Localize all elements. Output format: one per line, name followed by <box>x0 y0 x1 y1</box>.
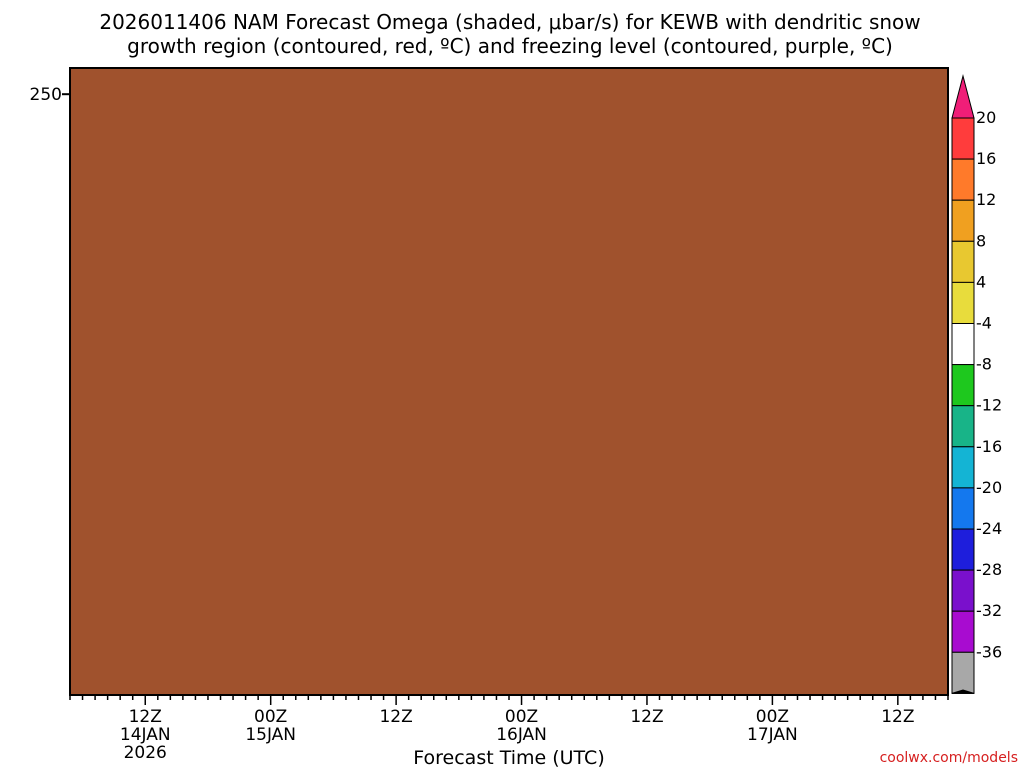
colorbar-label: 4 <box>976 272 986 291</box>
colorbar-swatch <box>951 487 975 530</box>
colorbar-swatch <box>951 528 975 571</box>
pressure-tick-label: 300 <box>30 0 62 1</box>
time-tick-label: 00Z <box>254 707 287 727</box>
time-tick-label: 15JAN <box>245 725 296 745</box>
x-axis-label: Forecast Time (UTC) <box>413 747 604 768</box>
plot-area <box>70 68 948 695</box>
colorbar-top-arrow <box>951 74 975 119</box>
colorbar-bottom-arrow <box>951 689 975 694</box>
colorbar-swatch <box>951 117 975 160</box>
time-tick-label: 17JAN <box>747 725 798 745</box>
colorbar-label: -12 <box>976 396 1002 415</box>
time-tick-label: 2026 <box>124 743 167 763</box>
time-tick-label: 00Z <box>505 707 538 727</box>
chart-title-line-1: 2026011406 NAM Forecast Omega (shaded, μ… <box>99 10 920 34</box>
colorbar-label: -8 <box>976 355 992 374</box>
time-tick-label: 00Z <box>756 707 789 727</box>
time-tick-label: 12Z <box>379 707 412 727</box>
colorbar-label: 12 <box>976 190 996 209</box>
pressure-axis: 2503003504004505005506006507007508008509… <box>30 0 70 105</box>
colorbar-label: -28 <box>976 560 1002 579</box>
colorbar-label: -16 <box>976 437 1002 456</box>
colorbar-label: 20 <box>976 108 996 127</box>
time-tick-label: 14JAN <box>120 725 171 745</box>
colorbar-label: -20 <box>976 478 1002 497</box>
colorbar: 20 16 12 8 4 -4 -8 -12 -16 -20 -24 -28 -32 -36 <box>951 74 1002 694</box>
colorbar-swatch <box>951 610 975 653</box>
time-tick-label: 12Z <box>129 707 162 727</box>
colorbar-swatch <box>951 240 975 283</box>
ground-surface <box>70 68 948 695</box>
colorbar-label: -4 <box>976 314 992 333</box>
colorbar-label: -24 <box>976 519 1002 538</box>
colorbar-swatch <box>951 364 975 407</box>
colorbar-swatch <box>951 569 975 612</box>
colorbar-swatch <box>951 651 975 694</box>
time-tick-label: 12Z <box>881 707 914 727</box>
time-tick-label: 16JAN <box>496 725 547 745</box>
colorbar-label: 8 <box>976 231 986 250</box>
chart-title-line-2: growth region (contoured, red, ºC) and f… <box>127 34 893 58</box>
pressure-tick-label: 250 <box>30 85 62 105</box>
colorbar-swatch <box>951 405 975 448</box>
colorbar-swatch <box>951 281 975 324</box>
colorbar-swatch <box>951 199 975 242</box>
colorbar-swatch <box>951 158 975 201</box>
colorbar-label: -36 <box>976 642 1002 661</box>
credit-text: coolwx.com/models <box>880 750 1018 766</box>
colorbar-label: -32 <box>976 601 1002 620</box>
time-tick-label: 12Z <box>630 707 663 727</box>
colorbar-swatch <box>951 446 975 489</box>
colorbar-swatch <box>951 323 975 366</box>
ground-fill <box>70 68 948 695</box>
colorbar-label: 16 <box>976 149 996 168</box>
